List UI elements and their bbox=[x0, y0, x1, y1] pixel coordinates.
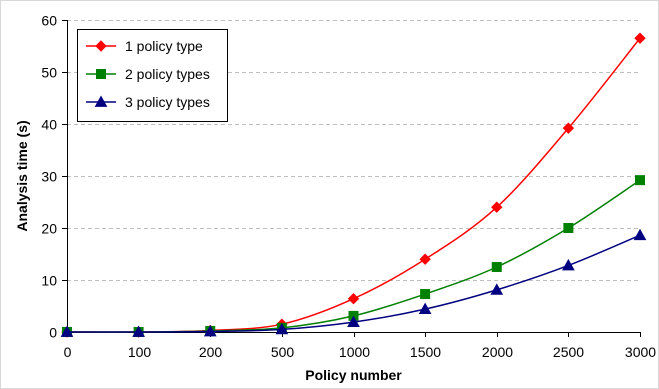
data-point bbox=[420, 289, 431, 300]
data-point bbox=[203, 324, 217, 337]
legend-item: 1 policy type bbox=[86, 38, 203, 54]
series-line bbox=[66, 179, 641, 333]
y-tick-label: 40 bbox=[41, 117, 57, 133]
y-tick-label: 60 bbox=[41, 13, 57, 29]
data-point bbox=[419, 253, 431, 265]
x-axis-title: Policy number bbox=[305, 367, 402, 383]
y-tick-label: 0 bbox=[49, 325, 57, 341]
data-point bbox=[132, 325, 145, 337]
data-point bbox=[634, 32, 646, 44]
data-point bbox=[275, 322, 289, 335]
series-group bbox=[60, 32, 647, 338]
legend-label: 1 policy type bbox=[125, 38, 203, 54]
x-tick-label: 3000 bbox=[625, 344, 656, 360]
x-tick-label: 500 bbox=[271, 344, 295, 360]
legend-label: 3 policy types bbox=[125, 94, 210, 110]
legend-item: 3 policy types bbox=[86, 94, 210, 110]
data-point bbox=[635, 175, 645, 186]
x-tick-label: 1500 bbox=[410, 344, 441, 360]
tick-labels: 0 10 20 30 40 50 60 0 100 200 500 1000 1500 2000 2500 3… bbox=[41, 13, 656, 361]
data-point bbox=[347, 315, 360, 328]
data-point bbox=[563, 223, 574, 233]
data-point bbox=[95, 40, 107, 52]
legend: 1 policy type 2 policy types 3 policy type… bbox=[77, 29, 228, 122]
x-tick-label: 2500 bbox=[553, 344, 584, 360]
data-point bbox=[347, 293, 360, 305]
x-tick-label: 0 bbox=[64, 344, 72, 360]
y-tick-label: 20 bbox=[41, 221, 57, 237]
y-axis-title: Analysis time (s) bbox=[14, 120, 30, 231]
series-2 bbox=[62, 175, 645, 337]
data-point bbox=[562, 122, 575, 134]
data-point bbox=[491, 262, 502, 272]
data-point bbox=[491, 201, 503, 213]
data-point bbox=[94, 95, 108, 107]
data-point bbox=[96, 69, 106, 79]
x-tick-label: 2000 bbox=[482, 344, 513, 360]
data-point bbox=[633, 228, 647, 241]
legend-label: 2 policy types bbox=[125, 66, 210, 82]
x-tick-label: 1000 bbox=[339, 344, 370, 360]
gridlines bbox=[67, 20, 640, 281]
y-tick-label: 10 bbox=[41, 273, 57, 289]
data-point bbox=[490, 283, 504, 295]
y-tick-label: 30 bbox=[41, 169, 57, 185]
x-tick-label: 100 bbox=[128, 344, 152, 360]
data-point bbox=[562, 258, 575, 271]
data-point bbox=[60, 325, 74, 337]
x-tick-label: 200 bbox=[199, 344, 223, 360]
y-tick-label: 50 bbox=[41, 65, 57, 81]
series-3 bbox=[60, 228, 647, 337]
legend-item: 2 policy types bbox=[86, 66, 210, 82]
data-point bbox=[418, 302, 432, 315]
